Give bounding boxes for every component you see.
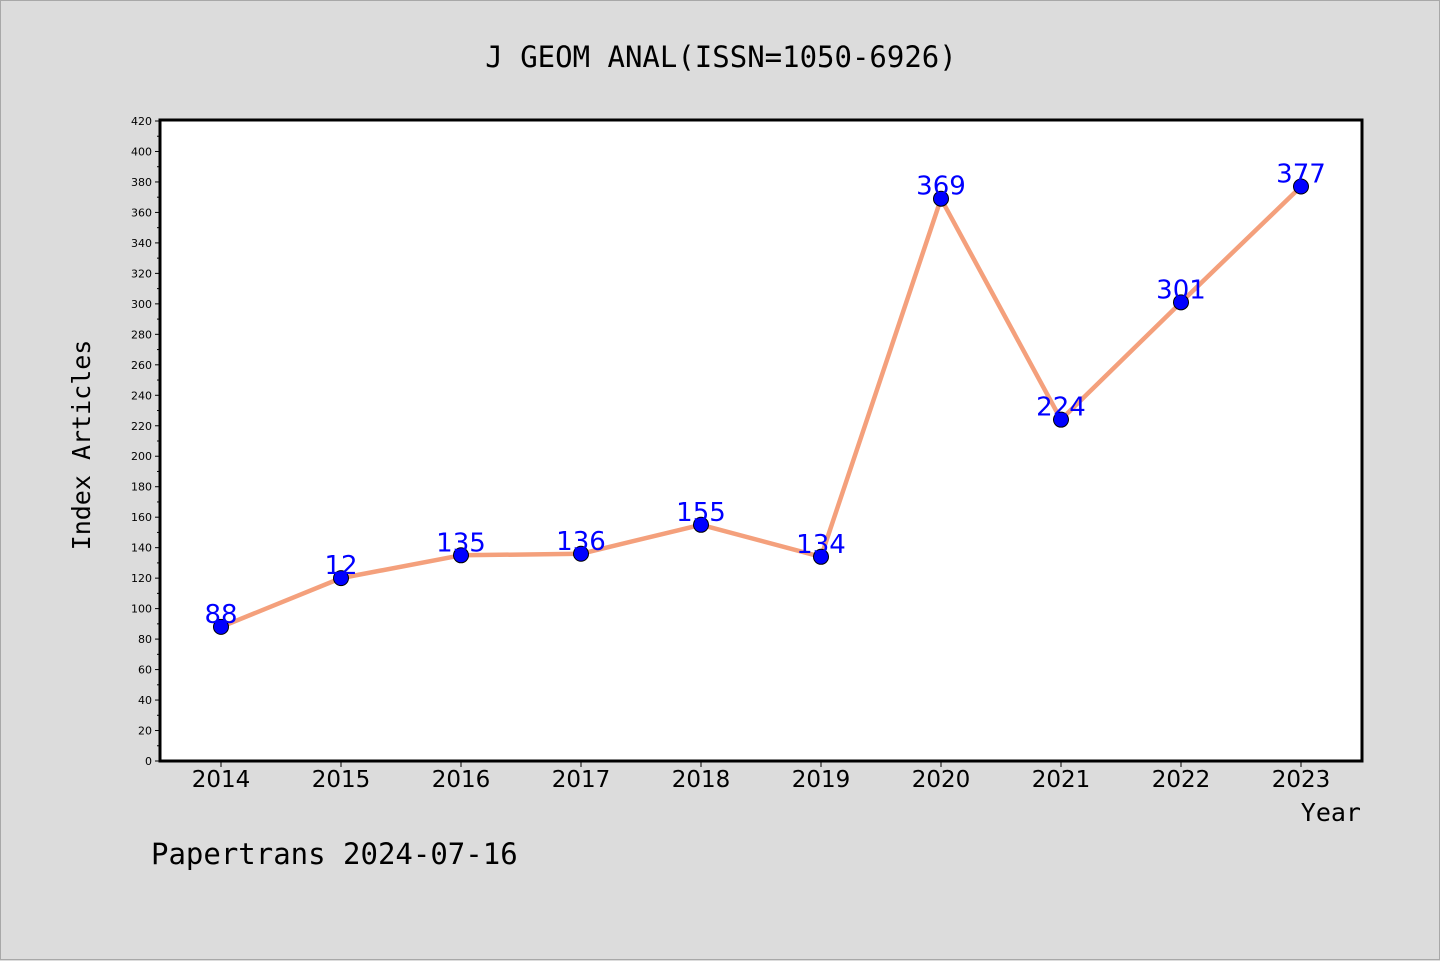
y-tick-label: 220 <box>131 420 152 433</box>
data-label: 135 <box>436 528 486 558</box>
y-tick-label: 380 <box>131 176 152 189</box>
plot-area <box>158 118 1364 763</box>
x-tick-label: 2022 <box>1152 767 1211 793</box>
x-tick-label: 2023 <box>1272 767 1331 793</box>
data-point <box>1293 178 1309 195</box>
x-tick-label: 2018 <box>672 767 731 793</box>
data-point <box>453 547 469 564</box>
y-tick-label: 160 <box>131 511 152 524</box>
x-tick-label: 2017 <box>552 767 611 793</box>
data-label: 155 <box>676 498 726 528</box>
data-point <box>1173 294 1189 311</box>
data-label: 369 <box>916 172 966 202</box>
series-group: 88 12 135 136 155 134 369 224 301 377 <box>204 160 1326 635</box>
data-label: 136 <box>556 527 606 557</box>
y-tick-label: 200 <box>131 450 152 463</box>
x-axis: 2014 2015 2016 2017 2018 2019 2020 2021 2022 2023 <box>192 761 1331 793</box>
data-point <box>933 190 949 207</box>
y-tick-label: 320 <box>131 267 152 280</box>
data-point <box>1053 411 1069 428</box>
footer-credit: Papertrans 2024-07-16 <box>151 837 518 871</box>
y-tick-label: 0 <box>145 755 152 768</box>
y-tick-label: 240 <box>131 389 152 402</box>
x-tick-label: 2021 <box>1032 767 1091 793</box>
y-tick-label: 120 <box>131 572 152 585</box>
y-tick-label: 20 <box>138 725 152 738</box>
data-point <box>213 618 229 635</box>
x-tick-label: 2016 <box>432 767 491 793</box>
chart-title: J GEOM ANAL(ISSN=1050-6926) <box>485 40 956 74</box>
data-point <box>693 516 709 533</box>
x-tick-label: 2015 <box>312 767 371 793</box>
y-tick-label: 40 <box>138 694 152 707</box>
data-label: 88 <box>204 600 237 630</box>
x-tick-label: 2020 <box>912 767 971 793</box>
y-tick-label: 360 <box>131 206 152 219</box>
data-point <box>813 548 829 565</box>
data-label: 377 <box>1276 160 1326 190</box>
data-point <box>573 545 589 562</box>
y-tick-label: 340 <box>131 237 152 250</box>
y-tick-label: 400 <box>131 145 152 158</box>
y-tick-label: 180 <box>131 481 152 494</box>
y-tick-label: 60 <box>138 664 152 677</box>
x-tick-label: 2014 <box>192 767 251 793</box>
y-tick-label: 280 <box>131 328 152 341</box>
x-axis-label: Year <box>1301 798 1361 827</box>
y-tick-label: 140 <box>131 542 152 555</box>
y-tick-label: 300 <box>131 298 152 311</box>
y-axis-label: Index Articles <box>67 340 96 551</box>
data-label: 12 <box>324 551 357 581</box>
data-point <box>333 570 349 587</box>
y-tick-label: 260 <box>131 359 152 372</box>
data-label: 224 <box>1036 393 1086 423</box>
y-tick-label: 100 <box>131 603 152 616</box>
series-line <box>218 184 1304 630</box>
x-tick-label: 2019 <box>792 767 851 793</box>
y-tick-label: 80 <box>138 633 152 646</box>
data-label: 301 <box>1156 275 1206 305</box>
y-axis: 0 20 40 60 80 100 120 140 160 180 200 220 240 260 280 3… <box>131 115 161 768</box>
data-label: 134 <box>796 530 846 560</box>
y-tick-label: 420 <box>131 115 152 128</box>
